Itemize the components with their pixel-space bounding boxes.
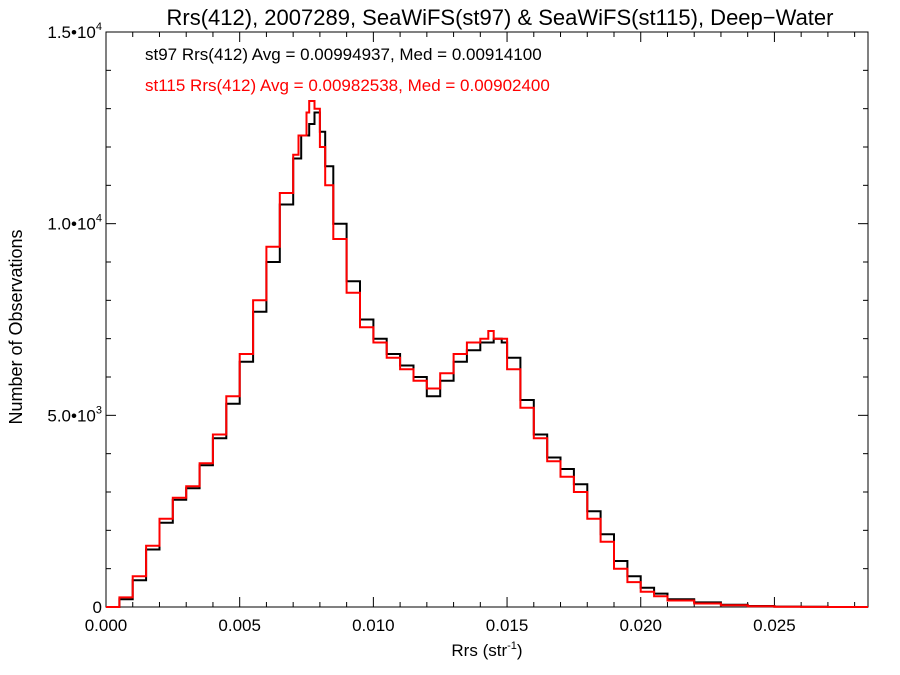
- x-axis-label: Rrs (str-1): [451, 640, 522, 660]
- x-axis-label-exponent: -1: [507, 640, 517, 652]
- annotation-st115: st115 Rrs(412) Avg = 0.00982538, Med = 0…: [145, 76, 550, 95]
- y-tick-label: 5.0•103: [47, 404, 102, 425]
- x-axis-label-close: ): [517, 641, 523, 660]
- y-axis-label: Number of Observations: [6, 229, 26, 424]
- y-tick-label: 0: [93, 598, 102, 617]
- series-st115-line: [106, 100, 868, 608]
- x-tick-label: 0.010: [352, 616, 395, 635]
- annotation-st97: st97 Rrs(412) Avg = 0.00994937, Med = 0.…: [145, 45, 542, 64]
- x-tick-label: 0.015: [486, 616, 529, 635]
- y-tick-label: 1.5•104: [47, 21, 102, 42]
- chart-title: Rrs(412), 2007289, SeaWiFS(st97) & SeaWi…: [167, 5, 834, 30]
- x-tick-label: 0.025: [753, 616, 796, 635]
- x-tick-label: 0.000: [85, 616, 128, 635]
- series-st97-line: [106, 111, 868, 608]
- x-tick-label: 0.020: [619, 616, 662, 635]
- x-tick-labels: 0.000 0.005 0.010 0.015 0.020 0.025: [85, 616, 796, 635]
- series-layer: [106, 100, 868, 608]
- x-tick-label: 0.005: [218, 616, 261, 635]
- y-tick-labels: 0 5.0•103 1.0•104 1.5•104: [47, 21, 102, 617]
- plot-border: [105, 31, 869, 608]
- y-tick-label: 1.0•104: [47, 213, 102, 234]
- x-axis-label-main: Rrs (str: [451, 641, 507, 660]
- plot-frame: [105, 31, 869, 608]
